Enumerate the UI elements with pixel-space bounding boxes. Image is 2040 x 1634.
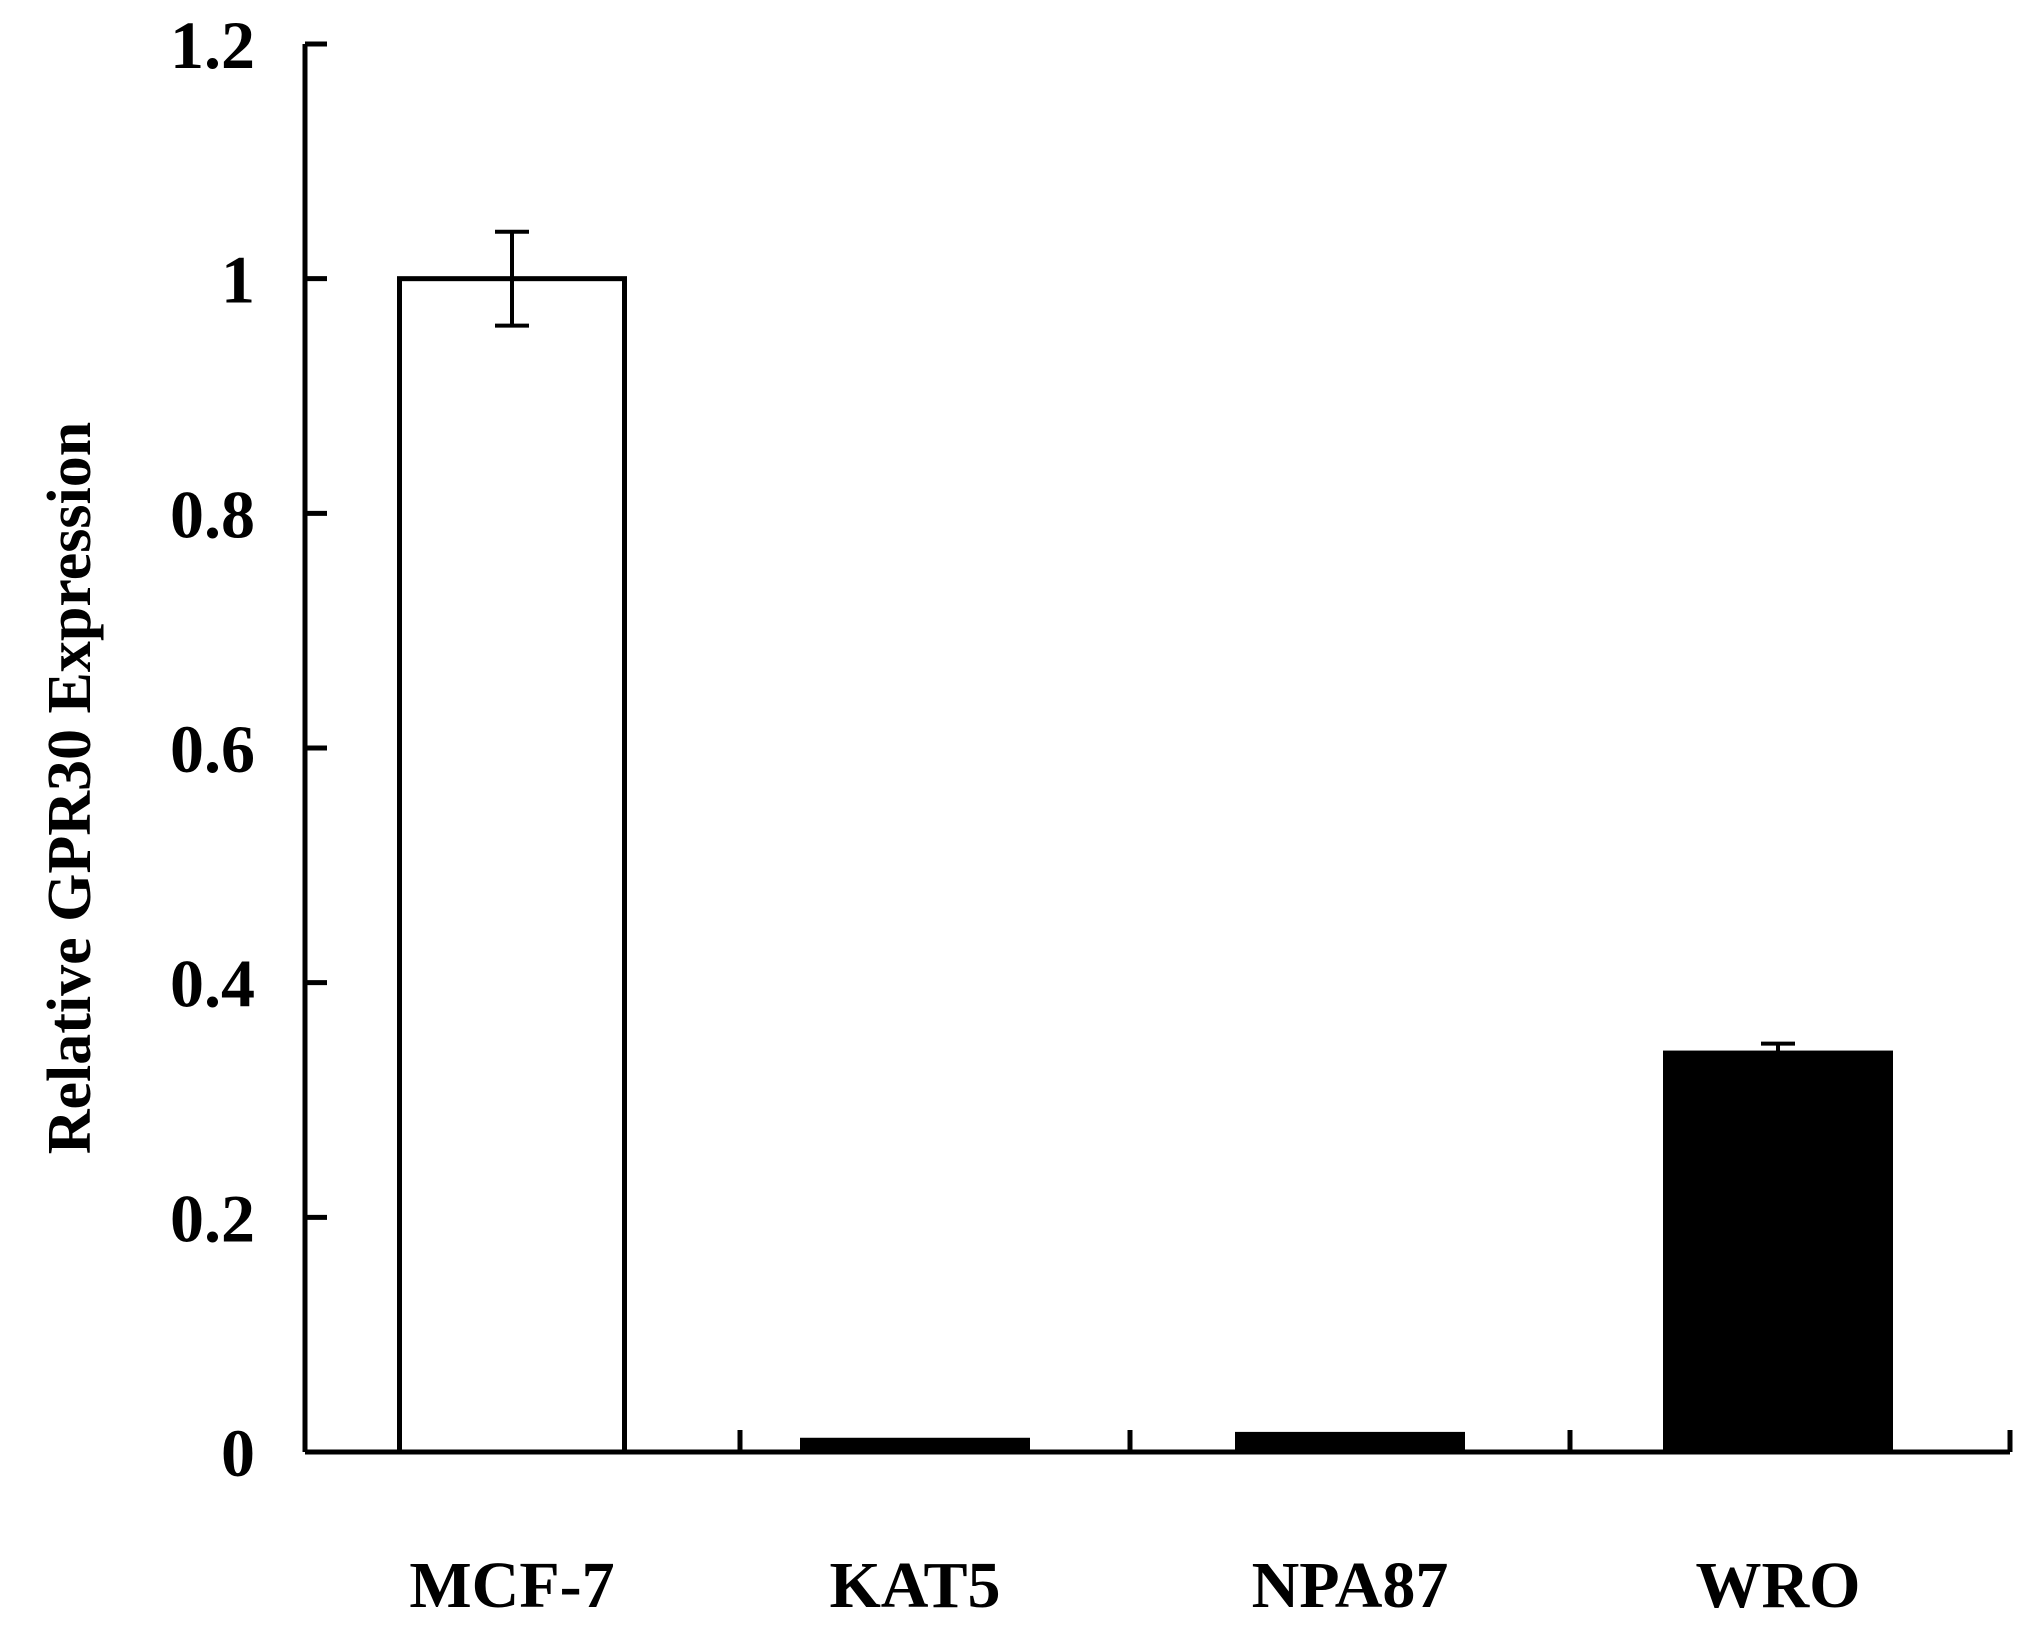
- y-axis-label: Relative GPR30 Expression: [36, 422, 104, 1155]
- bar-mcf-7: [397, 276, 627, 1455]
- x-axis: MCF-7 KAT5 NPA87 WRO: [305, 1430, 2013, 1622]
- y-tick-label: 0.8: [170, 476, 255, 552]
- y-tick-label: 0: [221, 1415, 255, 1491]
- x-tick-label: MCF-7: [409, 1549, 614, 1622]
- y-ticks: 0 0.2 0.4 0.6 0.8 1 1.2: [170, 7, 327, 1491]
- x-tick-label: NPA87: [1252, 1549, 1449, 1622]
- bar-kat5: [800, 1437, 1030, 1455]
- y-tick-label: 0.2: [170, 1180, 255, 1256]
- y-tick-label: 1.2: [170, 7, 255, 83]
- x-tick-label: WRO: [1696, 1549, 1861, 1622]
- x-tick-label: KAT5: [829, 1549, 1000, 1622]
- y-tick-label: 0.6: [170, 711, 255, 787]
- bar-npa87: [1235, 1431, 1465, 1455]
- bars: [397, 276, 1893, 1455]
- bar-wro: [1663, 1050, 1893, 1455]
- y-tick-label: 0.4: [170, 946, 255, 1022]
- y-tick-label: 1: [221, 242, 255, 318]
- y-axis: 0 0.2 0.4 0.6 0.8 1 1.2: [170, 7, 327, 1491]
- error-bars: [495, 229, 1795, 1065]
- x-ticks: [737, 1430, 2013, 1452]
- x-tick-labels: MCF-7 KAT5 NPA87 WRO: [409, 1549, 1860, 1622]
